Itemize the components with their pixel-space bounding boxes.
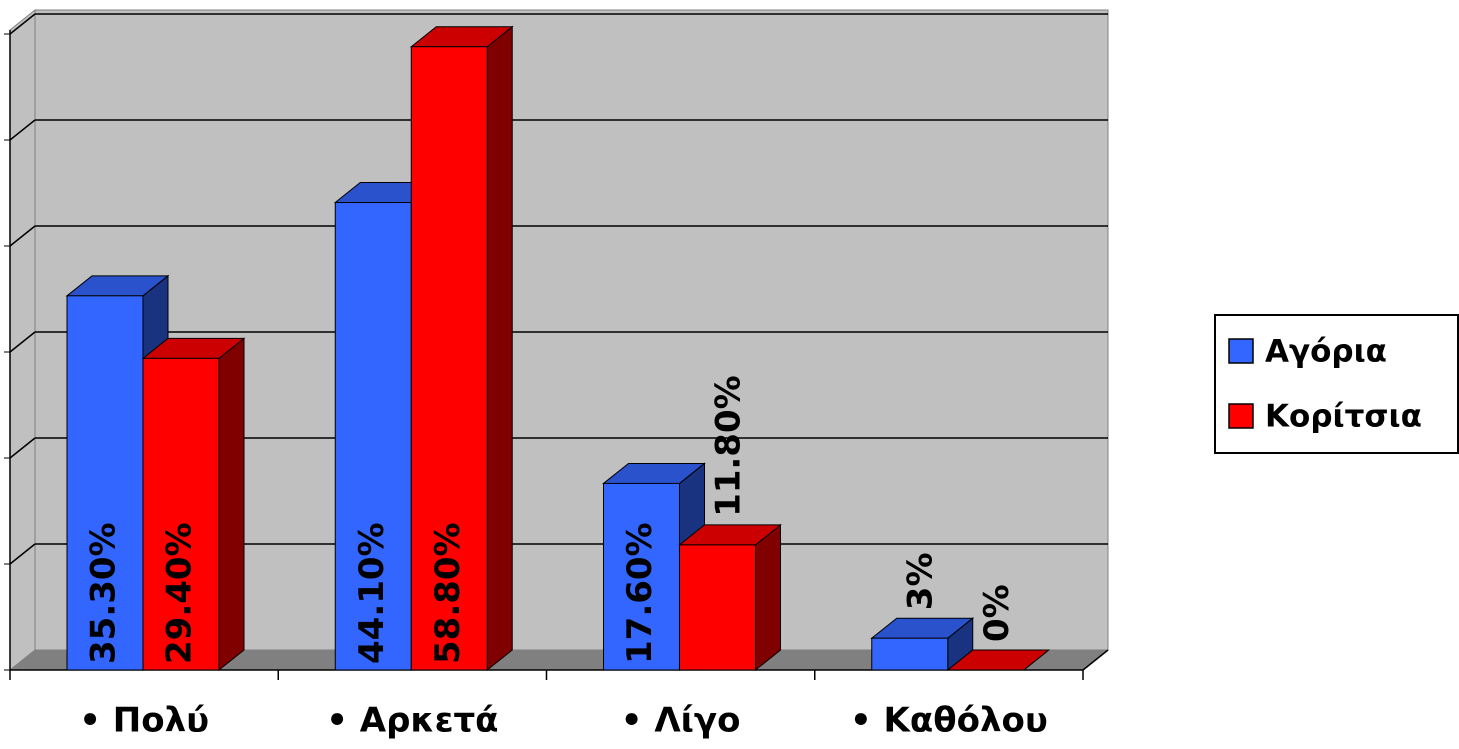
grid-line [9,13,36,35]
grid-line [9,225,36,247]
bar [603,482,680,671]
bar [334,202,412,671]
legend-swatch [1228,403,1254,429]
value-label: 35.30% [84,522,124,664]
value-label: 44.10% [352,522,392,664]
value-label: 29.40% [160,522,200,664]
x-tick-label: • Πολύ [79,701,209,741]
value-label: 17.60% [620,522,660,664]
bar [410,46,488,671]
legend-label: Κορίτσια [1265,399,1422,435]
side-wall [9,8,36,672]
bar-side [755,523,781,672]
grid-line [9,119,36,141]
bar [66,295,144,671]
floor-edge [1082,649,1109,671]
grid-line [9,543,36,565]
legend [1214,314,1459,454]
value-label: 58.80% [428,522,468,664]
value-label: 0% [977,584,1017,642]
value-label: 11.80% [709,375,749,517]
bar [679,544,756,671]
bar-side [218,337,245,672]
legend-swatch [1228,338,1254,364]
floor [10,650,1108,670]
grid-line [9,437,36,459]
bar [142,357,220,671]
value-label: 3% [901,552,941,610]
x-tick-label: • Καθόλου [850,701,1048,741]
x-tick-label: • Αρκετά [326,701,498,741]
bar-side [486,25,513,672]
x-tick-label: • Λίγο [621,701,741,741]
legend-label: Αγόρια [1265,334,1387,370]
grid-line [9,331,36,353]
bar-top [946,649,1051,671]
bar [871,637,949,671]
